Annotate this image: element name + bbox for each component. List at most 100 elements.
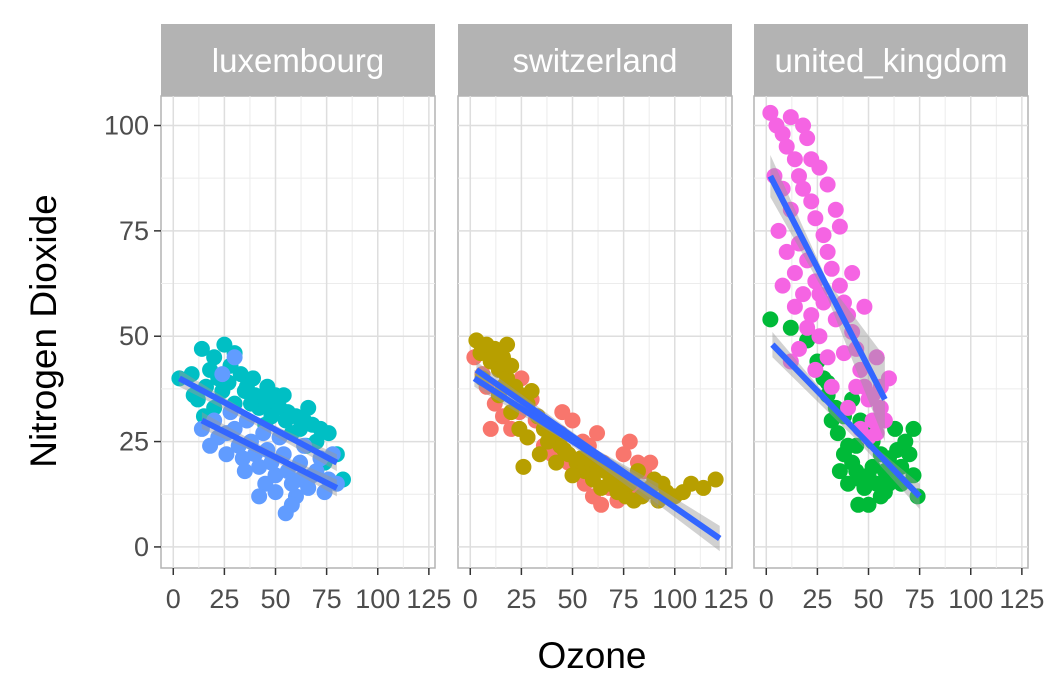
data-point [811,286,828,303]
fit-line [474,367,722,541]
facet-panel-united-kingdom: united_kingdom [753,24,1029,569]
data-point [844,265,861,281]
panel-data [762,104,926,513]
data-point [803,151,820,168]
data-point [762,104,779,121]
x-tick-label: 100 [948,584,993,614]
facet-strip-label: luxembourg [212,42,384,79]
data-point [803,307,820,324]
data-point [593,496,610,513]
data-point [799,319,816,336]
x-tick-label: 25 [209,584,239,614]
x-tick-label: 50 [853,584,883,614]
data-point [226,349,243,366]
data-point [835,345,852,362]
data-point [621,433,638,450]
data-point [795,117,812,134]
data-point [320,425,337,442]
fit-line [200,417,339,491]
data-point [707,471,724,488]
data-point [531,446,548,463]
y-axis: 0 25 50 75 100 [104,111,161,562]
data-point [234,450,251,467]
data-point [819,176,836,193]
fit-line [177,375,339,466]
x-tick-label: 75 [609,584,639,614]
fit-line [767,174,888,401]
data-point [848,378,865,395]
y-tick-label: 25 [119,427,149,457]
data-point [795,286,812,303]
data-point [183,366,200,383]
data-point [782,109,799,126]
facet-panel-switzerland: switzerland [457,24,733,569]
data-point [193,340,210,357]
data-point [778,138,795,155]
x-axes: 0 25 50 75 100 125 0 25 50 75 100 125 0 25 50 75 100 125 [166,568,1044,614]
data-point [864,458,881,475]
data-point [242,395,259,412]
data-point [283,496,300,513]
data-point [316,484,333,501]
data-point [778,243,795,260]
data-point [840,399,857,416]
data-point [831,218,848,235]
data-point [872,399,889,416]
data-point [503,357,520,374]
x-tick-label: 0 [166,584,181,614]
x-tick-label: 125 [406,584,451,614]
data-point [232,366,249,383]
y-tick-label: 100 [104,111,149,141]
data-point [629,463,646,480]
data-point [519,429,536,446]
data-point [499,336,516,353]
x-tick-label: 100 [355,584,400,614]
data-point [770,222,787,239]
data-point [245,370,262,387]
data-point [251,488,268,505]
data-point [214,366,231,383]
data-point [589,425,606,442]
data-point [275,387,292,404]
data-point [831,277,848,294]
data-point [790,168,807,185]
data-point [790,340,807,357]
data-point [819,349,836,366]
data-point [267,484,284,501]
data-point [901,446,918,463]
data-point [876,484,893,501]
data-point [782,319,799,336]
data-point [206,349,223,366]
data-point [786,151,803,168]
data-point [572,450,589,467]
x-tick-label: 125 [999,584,1044,614]
x-tick-label: 25 [802,584,832,614]
facet-strip [161,24,435,96]
x-tick-label: 50 [557,584,587,614]
data-point [840,475,857,492]
data-point [548,454,565,471]
data-point [523,383,540,399]
data-point [251,458,268,475]
facet-strip-label: united_kingdom [775,42,1008,79]
x-tick-label: 0 [759,584,774,614]
data-point [823,260,840,277]
y-tick-label: 50 [119,321,149,351]
data-point [799,130,816,147]
data-point [786,265,803,281]
data-point [277,412,294,429]
data-point [835,446,852,463]
x-tick-label: 125 [703,584,748,614]
panels-layer: luxembourg switzerland united_kingdom [160,24,1029,569]
data-point [848,437,865,454]
data-point [905,467,922,484]
data-point [539,433,556,450]
data-point [815,227,832,244]
data-point [827,201,844,218]
y-tick-label: 75 [119,216,149,246]
data-point [774,125,791,142]
data-point [564,467,581,484]
data-point [259,378,276,395]
data-point [905,420,922,437]
x-tick-label: 0 [463,584,478,614]
